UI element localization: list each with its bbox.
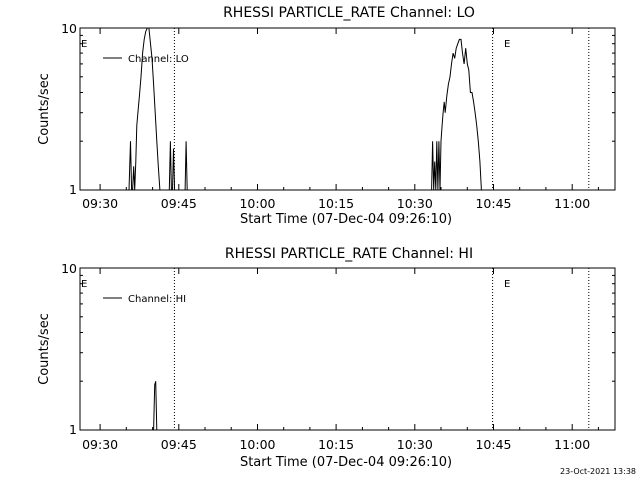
panel-lo-xtick-label-3: 10:15 bbox=[318, 196, 354, 211]
panel-lo-plot-frame bbox=[79, 27, 616, 191]
panel-lo-annotation-e-start: E bbox=[81, 39, 87, 50]
panel-lo-xtick-label-0: 09:30 bbox=[82, 196, 118, 211]
panel-lo-legend-label: Channel: LO bbox=[128, 54, 189, 65]
panel-lo-ylabel: Counts/sec bbox=[37, 73, 52, 145]
panel-lo-xtick-label-2: 10:00 bbox=[239, 196, 275, 211]
panel-lo-xtick-label-1: 09:45 bbox=[161, 196, 197, 211]
panel-lo-ytick-1: 1 bbox=[69, 182, 77, 197]
panel-hi-ylabel: Counts/sec bbox=[37, 313, 52, 385]
panel-hi-xtick-label-1: 09:45 bbox=[161, 437, 197, 452]
panel-lo-title: RHESSI PARTICLE_RATE Channel: LO bbox=[223, 5, 475, 21]
panel-lo-xtick-label-5: 10:45 bbox=[475, 196, 511, 211]
panel-hi-xtick-label-2: 10:00 bbox=[239, 437, 275, 452]
panel-hi-title: RHESSI PARTICLE_RATE Channel: HI bbox=[225, 246, 473, 262]
panel-lo-xtick-label-4: 10:30 bbox=[397, 196, 433, 211]
panel-hi-xtick-label-3: 10:15 bbox=[318, 437, 354, 452]
panel-hi-xtick-label-5: 10:45 bbox=[475, 437, 511, 452]
panel-hi-plot-frame bbox=[79, 267, 616, 431]
panel-hi-annotation-e-end: E bbox=[504, 279, 510, 290]
timestamp-footer: 23-Oct-2021 13:38 bbox=[560, 467, 636, 476]
panel-lo-annotation-e-end: E bbox=[504, 39, 510, 50]
panel-lo-xtick-label-6: 11:00 bbox=[554, 196, 590, 211]
panel-hi-ytick-1: 1 bbox=[69, 422, 77, 437]
panel-lo-ytick-10: 10 bbox=[61, 21, 77, 36]
panel-lo: RHESSI PARTICLE_RATE Channel: LO 09:30 09… bbox=[37, 5, 616, 227]
panel-lo-series-line-0 bbox=[128, 27, 482, 191]
panel-hi: RHESSI PARTICLE_RATE Channel: HI 09:30 09… bbox=[37, 246, 616, 470]
panel-hi-legend-label: Channel: HI bbox=[128, 294, 186, 305]
panel-hi-annotation-e-start: E bbox=[81, 279, 87, 290]
panel-hi-marks: 09:30 09:45 10:00 10:15 10:30 10:45 11:00 bbox=[80, 268, 615, 452]
panel-lo-xlabel: Start Time (07-Dec-04 09:26:10) bbox=[240, 212, 452, 227]
panel-lo-marks: 09:30 09:45 10:00 10:15 10:30 10:45 11:00 bbox=[80, 27, 615, 211]
panel-hi-xtick-label-6: 11:00 bbox=[554, 437, 590, 452]
panel-hi-ytick-10: 10 bbox=[61, 261, 77, 276]
panel-hi-series-line-0 bbox=[153, 381, 158, 431]
panel-hi-xlabel: Start Time (07-Dec-04 09:26:10) bbox=[240, 455, 452, 470]
panel-hi-xtick-label-0: 09:30 bbox=[82, 437, 118, 452]
panel-hi-xtick-label-4: 10:30 bbox=[397, 437, 433, 452]
